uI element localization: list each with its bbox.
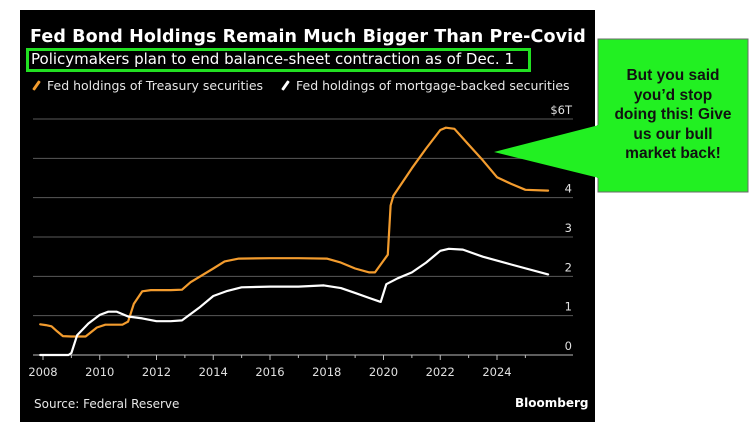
chart-title: Fed Bond Holdings Remain Much Bigger Tha… — [30, 27, 586, 47]
callout-text: But you said you’d stop doing this! Give… — [600, 66, 746, 164]
x-tick-label: 2014 — [199, 365, 228, 379]
series-line-treasury — [39, 126, 550, 338]
y-tick-label: 3 — [565, 221, 572, 235]
bloomberg-logo-text: Bloomberg — [515, 396, 589, 410]
x-tick-label: 2012 — [142, 365, 171, 379]
chart-subtitle: Policymakers plan to end balance-sheet c… — [31, 50, 515, 68]
legend-item-treasury: Fed holdings of Treasury securities — [32, 78, 264, 93]
y-tick-label: 0 — [565, 339, 572, 353]
x-tick-label: 2016 — [255, 365, 284, 379]
y-tick-label: 1 — [565, 300, 572, 314]
x-tick-label: 2010 — [85, 365, 114, 379]
source-note: Source: Federal Reserve — [34, 397, 180, 411]
callout-pointer — [494, 125, 599, 178]
y-tick-label: 4 — [565, 182, 572, 196]
legend-item-mbs: Fed holdings of mortgage-backed securiti… — [281, 78, 570, 93]
y-tick-label: 2 — [565, 260, 572, 274]
callout-line: doing this! Give — [614, 106, 732, 123]
callout-line: us our bull — [633, 125, 713, 143]
x-tick-label: 2018 — [312, 365, 341, 379]
legend-label-treasury: Fed holdings of Treasury securities — [47, 78, 264, 93]
callout-line: market back! — [625, 145, 721, 162]
legend-label-mbs: Fed holdings of mortgage-backed securiti… — [296, 78, 570, 93]
callout-box — [597, 38, 749, 193]
x-tick-label: 2008 — [28, 365, 57, 379]
series-line-mbs — [39, 247, 550, 357]
x-tick-label: 2022 — [426, 365, 455, 379]
x-tick-label: 2020 — [369, 365, 398, 379]
x-tick-label: 2024 — [482, 365, 511, 379]
callout-line: you’d stop — [633, 86, 713, 104]
chart-panel — [20, 10, 595, 422]
callout-line: But you said — [626, 67, 720, 84]
y-tick-label: $6T — [550, 103, 573, 117]
subtitle-highlight-box — [26, 48, 531, 72]
